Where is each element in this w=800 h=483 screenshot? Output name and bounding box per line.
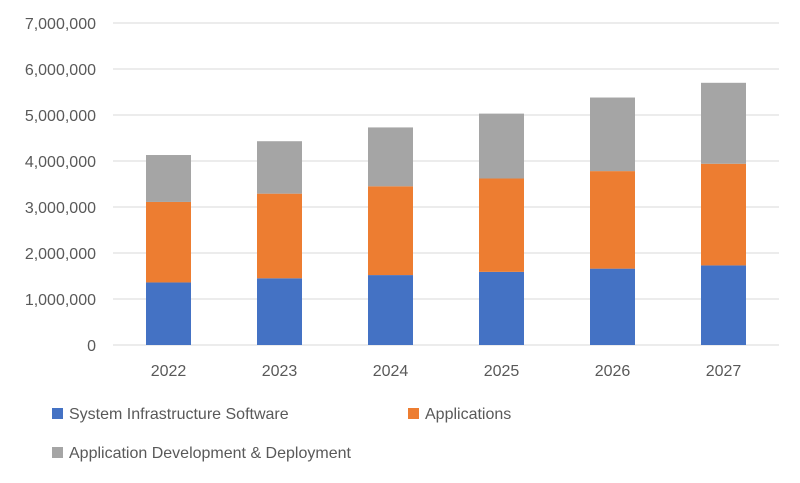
y-tick-label: 5,000,000 <box>25 108 96 125</box>
legend-swatch <box>52 408 63 419</box>
bar-segment <box>701 163 746 266</box>
bar-segment <box>368 127 413 187</box>
gridlines <box>113 22 779 346</box>
legend-label: Application Development & Deployment <box>69 445 351 462</box>
y-axis-tick-labels: 0 1,000,000 2,000,000 3,000,000 4,000,000 5,0… <box>25 16 96 355</box>
x-tick-label: 2024 <box>373 363 409 380</box>
bar-segment <box>479 271 524 345</box>
x-tick-label: 2026 <box>595 363 631 380</box>
x-tick-label: 2022 <box>151 363 187 380</box>
x-tick-label: 2027 <box>706 363 742 380</box>
bars <box>146 82 746 345</box>
y-tick-label: 2,000,000 <box>25 246 96 263</box>
bar-segment <box>590 171 635 269</box>
bar-segment <box>479 113 524 179</box>
y-tick-label: 3,000,000 <box>25 200 96 217</box>
bar-segment <box>368 275 413 345</box>
y-tick-label: 6,000,000 <box>25 62 96 79</box>
bar-segment <box>590 268 635 345</box>
bar-segment <box>590 97 635 172</box>
bar-segment <box>146 155 191 202</box>
x-axis-tick-labels: 2022 2023 2024 2025 2026 2027 <box>151 363 742 380</box>
bar-segment <box>146 201 191 283</box>
bar-segment <box>257 141 302 194</box>
y-tick-label: 1,000,000 <box>25 292 96 309</box>
y-tick-label: 4,000,000 <box>25 154 96 171</box>
legend-label: Applications <box>425 406 511 423</box>
legend-swatch <box>408 408 419 419</box>
legend: System Infrastructure Software Applicatio… <box>52 406 511 462</box>
bar-segment <box>701 82 746 164</box>
x-tick-label: 2023 <box>262 363 298 380</box>
bar-segment <box>368 186 413 276</box>
y-tick-label: 0 <box>87 338 96 355</box>
x-tick-label: 2025 <box>484 363 520 380</box>
y-tick-label: 7,000,000 <box>25 16 96 33</box>
bar-segment <box>479 178 524 272</box>
legend-swatch <box>52 447 63 458</box>
bar-segment <box>146 282 191 345</box>
bar-segment <box>257 193 302 279</box>
legend-label: System Infrastructure Software <box>69 406 289 423</box>
bar-segment <box>701 265 746 345</box>
bar-segment <box>257 278 302 345</box>
